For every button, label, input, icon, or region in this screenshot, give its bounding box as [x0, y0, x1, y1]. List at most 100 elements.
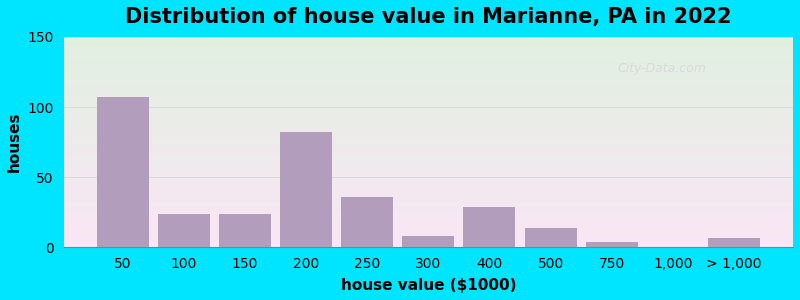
Bar [219, 214, 271, 248]
Bar [63, 199, 793, 201]
Bar [63, 66, 793, 68]
Bar [63, 94, 793, 96]
Bar [63, 56, 793, 58]
Bar [63, 216, 793, 218]
Bar [63, 195, 793, 197]
Bar [63, 104, 793, 106]
Title: Distribution of house value in Marianne, PA in 2022: Distribution of house value in Marianne,… [125, 7, 731, 27]
Bar [63, 85, 793, 87]
Bar [63, 73, 793, 75]
Bar [63, 108, 793, 110]
Bar [63, 128, 793, 130]
Bar [63, 169, 793, 172]
Bar [63, 62, 793, 64]
Bar [63, 64, 793, 66]
Bar [63, 157, 793, 159]
Bar [63, 151, 793, 153]
Bar [63, 54, 793, 56]
Bar [63, 184, 793, 186]
Bar [63, 186, 793, 188]
Bar [63, 205, 793, 207]
Bar [63, 70, 793, 73]
Bar [63, 140, 793, 142]
Bar [63, 176, 793, 178]
Bar [63, 121, 793, 123]
Bar [63, 125, 793, 128]
Bar [63, 144, 793, 146]
Bar [63, 237, 793, 239]
Bar [63, 207, 793, 209]
Bar [63, 60, 793, 62]
Bar [63, 37, 793, 39]
Bar [63, 239, 793, 241]
Bar [63, 174, 793, 176]
Bar [63, 165, 793, 167]
Bar [158, 214, 210, 248]
Bar [63, 100, 793, 102]
Bar [63, 45, 793, 47]
Bar [63, 209, 793, 211]
Bar [63, 188, 793, 190]
Bar [63, 214, 793, 216]
Bar [63, 178, 793, 180]
Bar [63, 201, 793, 203]
Bar [63, 224, 793, 226]
Bar [63, 218, 793, 220]
Bar [63, 159, 793, 161]
Bar [63, 180, 793, 182]
Bar [63, 41, 793, 43]
Text: City-Data.com: City-Data.com [618, 62, 706, 75]
X-axis label: house value ($1000): house value ($1000) [341, 278, 516, 293]
Bar [63, 98, 793, 100]
Bar [463, 207, 515, 248]
Bar [63, 75, 793, 77]
Bar [63, 132, 793, 134]
Bar [63, 134, 793, 136]
Bar [63, 110, 793, 112]
Bar [63, 153, 793, 155]
Bar [63, 243, 793, 245]
Bar [63, 182, 793, 184]
Bar [63, 58, 793, 60]
Bar [63, 136, 793, 138]
Bar [63, 193, 793, 195]
Bar [63, 222, 793, 224]
Bar [63, 148, 793, 151]
Bar [63, 197, 793, 199]
Bar [63, 233, 793, 235]
Bar [63, 92, 793, 94]
Bar [63, 212, 793, 214]
Bar [63, 96, 793, 98]
Bar [63, 203, 793, 205]
Bar [63, 106, 793, 108]
Bar [63, 241, 793, 243]
Bar [63, 163, 793, 165]
Bar [97, 97, 149, 247]
Bar [63, 245, 793, 247]
Bar [63, 226, 793, 228]
Bar [63, 112, 793, 115]
Bar [708, 238, 760, 248]
Y-axis label: houses: houses [7, 112, 22, 172]
Bar [342, 197, 393, 248]
Bar [63, 115, 793, 117]
Bar [63, 39, 793, 41]
Bar [63, 228, 793, 230]
Bar [63, 230, 793, 233]
Bar [63, 155, 793, 157]
Bar [63, 83, 793, 85]
Bar [63, 190, 793, 193]
Bar [63, 142, 793, 144]
Bar [63, 117, 793, 119]
Bar [63, 79, 793, 81]
Bar [63, 161, 793, 163]
Bar [63, 43, 793, 45]
Bar [63, 77, 793, 79]
Bar [63, 172, 793, 174]
Bar [63, 50, 793, 52]
Bar [63, 146, 793, 148]
Bar [280, 132, 332, 248]
Bar [402, 236, 454, 248]
Bar [63, 220, 793, 222]
Bar [63, 87, 793, 89]
